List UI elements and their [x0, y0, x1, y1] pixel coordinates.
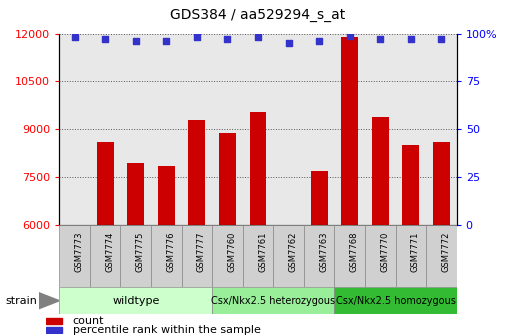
- Bar: [396, 225, 426, 287]
- Bar: [219, 133, 236, 225]
- Text: strain: strain: [5, 296, 37, 306]
- Polygon shape: [39, 293, 59, 309]
- Bar: [46, 327, 62, 333]
- Text: Csx/Nkx2.5 heterozygous: Csx/Nkx2.5 heterozygous: [211, 296, 335, 306]
- Text: GSM7761: GSM7761: [258, 232, 267, 272]
- Bar: [212, 287, 334, 314]
- Bar: [151, 225, 182, 287]
- Text: GSM7772: GSM7772: [441, 232, 450, 272]
- Point: [315, 39, 323, 44]
- Point: [193, 35, 201, 40]
- Bar: [334, 287, 457, 314]
- Point: [101, 37, 109, 42]
- Bar: [97, 142, 114, 225]
- Text: GSM7776: GSM7776: [166, 232, 175, 272]
- Bar: [59, 225, 90, 287]
- Bar: [182, 225, 212, 287]
- Bar: [127, 163, 144, 225]
- Bar: [311, 171, 328, 225]
- Bar: [426, 225, 457, 287]
- Point: [407, 37, 415, 42]
- Text: percentile rank within the sample: percentile rank within the sample: [73, 325, 261, 335]
- Bar: [341, 37, 358, 225]
- Bar: [120, 225, 151, 287]
- Bar: [212, 225, 243, 287]
- Text: GSM7763: GSM7763: [319, 232, 328, 272]
- Bar: [433, 142, 450, 225]
- Text: GSM7777: GSM7777: [197, 232, 206, 272]
- Text: GSM7771: GSM7771: [411, 232, 420, 272]
- Text: GSM7762: GSM7762: [288, 232, 298, 272]
- Text: count: count: [73, 316, 104, 326]
- Bar: [46, 318, 62, 324]
- Text: GSM7774: GSM7774: [105, 232, 114, 272]
- Bar: [334, 225, 365, 287]
- Point: [223, 37, 232, 42]
- Point: [132, 39, 140, 44]
- Bar: [365, 225, 396, 287]
- Text: GSM7768: GSM7768: [350, 232, 359, 272]
- Point: [284, 41, 293, 46]
- Bar: [273, 225, 304, 287]
- Point: [376, 37, 384, 42]
- Text: Csx/Nkx2.5 homozygous: Csx/Nkx2.5 homozygous: [335, 296, 456, 306]
- Text: GSM7770: GSM7770: [380, 232, 389, 272]
- Bar: [250, 112, 266, 225]
- Bar: [402, 145, 419, 225]
- Point: [254, 35, 262, 40]
- Bar: [59, 287, 212, 314]
- Bar: [304, 225, 334, 287]
- Text: GDS384 / aa529294_s_at: GDS384 / aa529294_s_at: [170, 8, 346, 23]
- Text: wildtype: wildtype: [112, 296, 159, 306]
- Bar: [243, 225, 273, 287]
- Bar: [158, 166, 175, 225]
- Point: [162, 39, 170, 44]
- Point: [437, 37, 445, 42]
- Bar: [188, 120, 205, 225]
- Text: GSM7775: GSM7775: [136, 232, 145, 272]
- Bar: [90, 225, 120, 287]
- Bar: [372, 117, 389, 225]
- Point: [346, 33, 354, 38]
- Point: [71, 35, 79, 40]
- Text: GSM7773: GSM7773: [75, 232, 84, 272]
- Text: GSM7760: GSM7760: [228, 232, 236, 272]
